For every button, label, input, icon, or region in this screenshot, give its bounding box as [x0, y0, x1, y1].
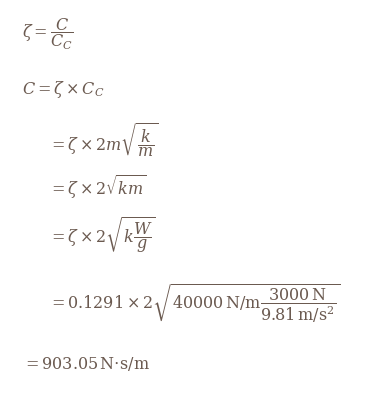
Text: $= 0.1291 \times 2\sqrt{40000\,\mathrm{N/m}\dfrac{3000\,\mathrm{N}}{9.81\,\mathr: $= 0.1291 \times 2\sqrt{40000\,\mathrm{N… — [48, 283, 341, 325]
Text: $= \zeta \times 2m\sqrt{\dfrac{k}{m}}$: $= \zeta \times 2m\sqrt{\dfrac{k}{m}}$ — [48, 122, 159, 160]
Text: $C = \zeta \times C_C$: $C = \zeta \times C_C$ — [22, 79, 105, 100]
Text: $= \zeta \times 2\sqrt{km}$: $= \zeta \times 2\sqrt{km}$ — [48, 173, 147, 200]
Text: $= 903.05\,\mathrm{N{\cdot}s/m}$: $= 903.05\,\mathrm{N{\cdot}s/m}$ — [22, 355, 150, 374]
Text: $= \zeta \times 2\sqrt{k\dfrac{W}{g}}$: $= \zeta \times 2\sqrt{k\dfrac{W}{g}}$ — [48, 216, 156, 256]
Text: $\zeta = \dfrac{C}{C_C}$: $\zeta = \dfrac{C}{C_C}$ — [22, 16, 74, 52]
